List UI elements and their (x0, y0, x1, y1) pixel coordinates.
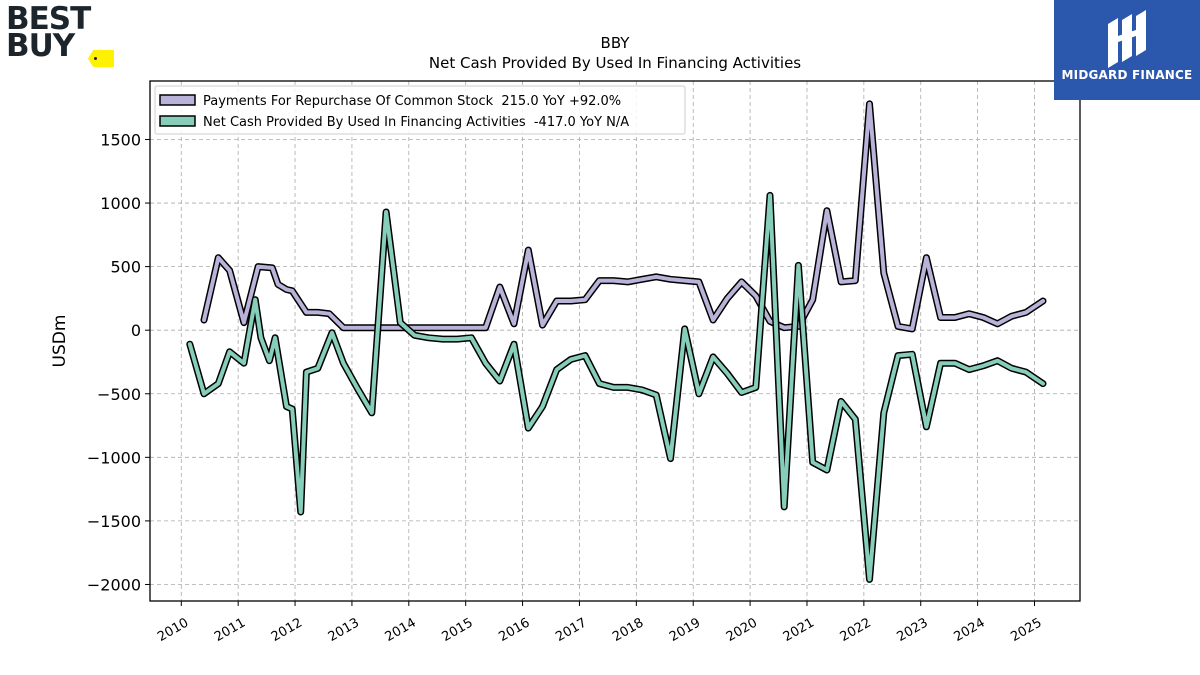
x-tick-label: 2024 (951, 615, 987, 645)
legend-box (154, 85, 686, 135)
y-tick-label: −1000 (87, 448, 141, 467)
x-tick-label: 2010 (155, 615, 191, 645)
chart-title: BBY (601, 34, 631, 52)
series-lines (186, 100, 1047, 583)
x-tick-label: 2016 (496, 615, 532, 645)
x-tick-label: 2018 (610, 615, 646, 645)
y-tick-label: 1500 (100, 130, 141, 149)
y-tick-label: −500 (97, 385, 141, 404)
grid-lines (150, 81, 1080, 601)
x-tick-label: 2020 (724, 615, 760, 645)
y-axis-ticks: −2000 −1500 −1000 −500 0 500 1000 1500 (87, 130, 150, 594)
plot-frame (149, 80, 1081, 602)
legend-label-financing: Net Cash Provided By Used In Financing A… (203, 115, 629, 130)
x-tick-label: 2022 (838, 615, 874, 645)
midgard-mark-icon (1108, 10, 1146, 68)
x-tick-label: 2014 (383, 615, 419, 645)
x-tick-label: 2012 (269, 615, 305, 645)
midgard-finance-name: MIDGARD FINANCE (1061, 68, 1193, 82)
series-line-financing (187, 193, 1045, 582)
x-tick-label: 2015 (440, 615, 476, 645)
chart-subtitle: Net Cash Provided By Used In Financing A… (429, 54, 801, 72)
best-buy-logo: BEST BUY (6, 1, 116, 68)
y-tick-label: 500 (110, 258, 141, 277)
midgard-finance-logo: MIDGARD FINANCE (1054, 0, 1200, 100)
y-tick-label: 1000 (100, 194, 141, 213)
x-tick-label: 2021 (781, 615, 817, 645)
legend-swatch-repurchase (159, 94, 196, 106)
x-tick-label: 2011 (212, 615, 248, 645)
x-tick-label: 2019 (667, 615, 703, 645)
legend-swatch-financing (159, 115, 196, 127)
y-tick-label: −1500 (87, 512, 141, 531)
x-tick-label: 2025 (1008, 615, 1044, 645)
legend: Payments For Repurchase Of Common Stock … (154, 85, 686, 135)
legend-label-repurchase: Payments For Repurchase Of Common Stock … (203, 94, 621, 109)
y-tick-label: 0 (131, 321, 141, 340)
y-axis-label: USDm (50, 315, 70, 368)
x-tick-label: 2017 (553, 615, 589, 645)
x-tick-label: 2013 (326, 615, 362, 645)
best-buy-logo-text: BEST BUY (6, 1, 91, 64)
x-tick-label: 2023 (895, 615, 931, 645)
price-tag-icon (88, 50, 114, 67)
series-line-repurchase (202, 101, 1045, 331)
y-tick-label: −2000 (87, 575, 141, 594)
x-axis-ticks: 2010 2011 2012 2013 2014 2015 2016 2017 2018 2019… (155, 601, 1044, 645)
